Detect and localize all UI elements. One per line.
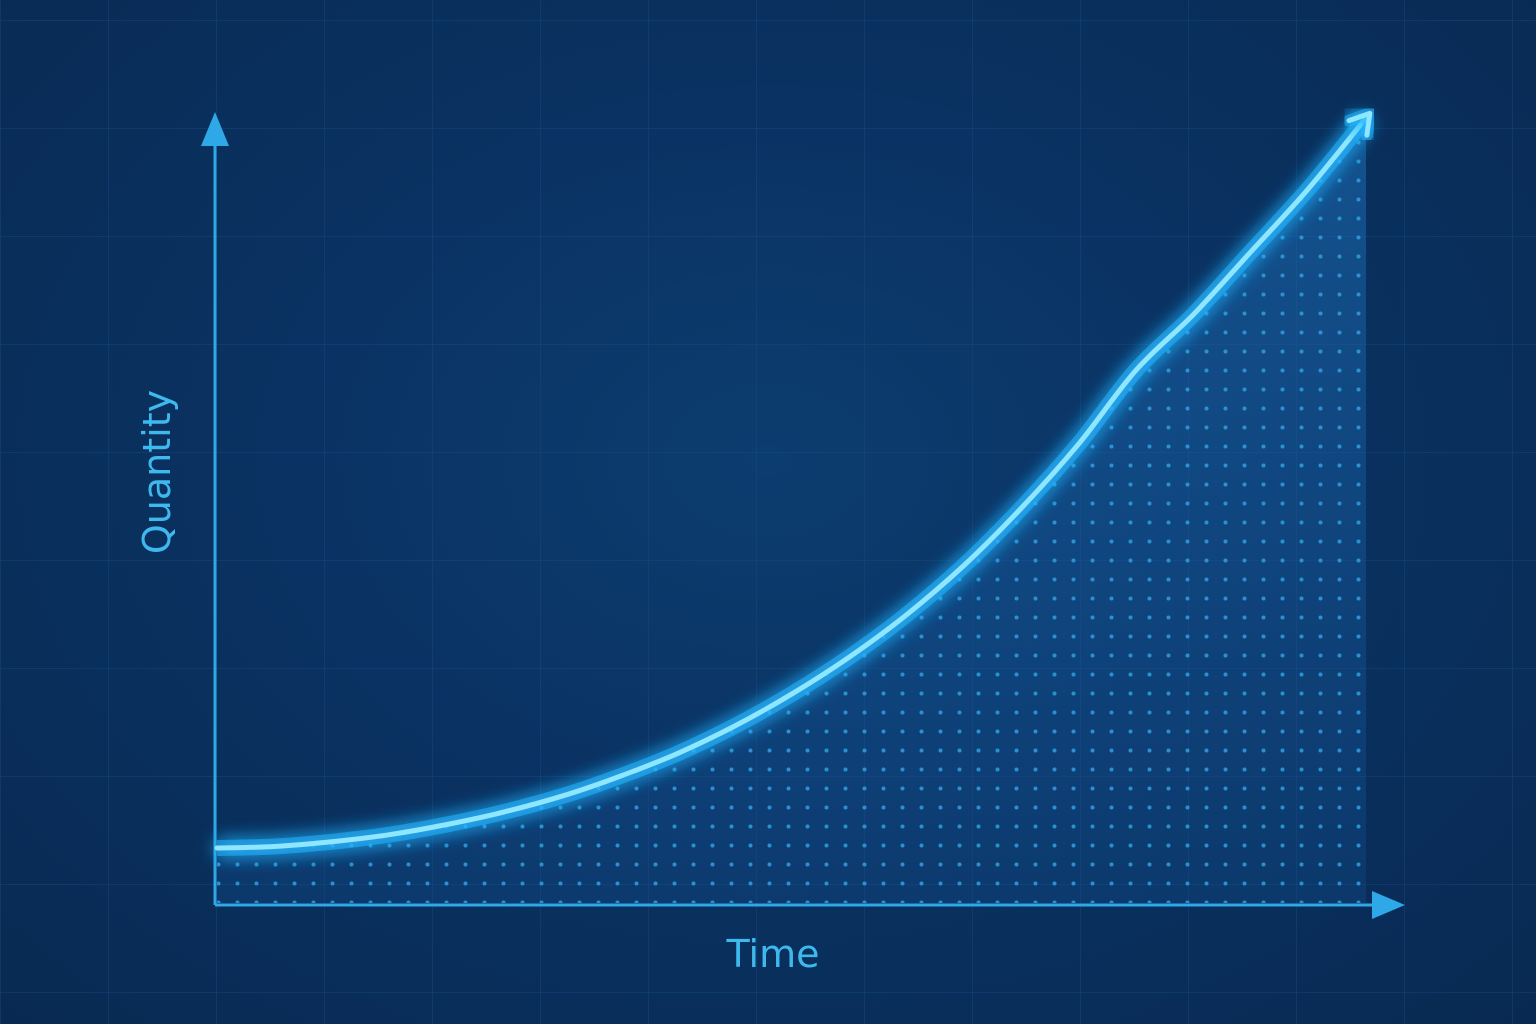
data-point [387,833,391,837]
data-point [904,613,908,617]
data-point [445,823,449,827]
data-point [1307,187,1311,191]
data-point [675,752,679,756]
x-axis-label: Time [726,932,820,976]
curve-end-arrow-icon [1343,107,1376,142]
y-axis-label: Quantity [135,390,179,554]
data-point [215,846,219,850]
curve-arrowhead [1346,110,1373,138]
x-axis-arrow-icon [1372,891,1405,919]
data-point [560,794,564,798]
series-line [214,115,1369,851]
data-point [732,724,736,728]
data-point [962,564,966,568]
data-point [1249,250,1253,254]
data-point [847,655,851,659]
data-point [330,840,334,844]
data-point [1192,312,1196,316]
area-fill-dots [217,118,1366,903]
y-axis [201,112,229,905]
data-point [1134,368,1138,372]
data-point [272,845,276,849]
data-point [1364,116,1368,120]
data-point [617,775,621,779]
data-point [502,810,506,814]
y-axis-arrow-icon [201,112,229,146]
data-point [1019,506,1023,510]
data-point [790,692,794,696]
x-axis [215,891,1405,919]
data-point [1077,442,1081,446]
